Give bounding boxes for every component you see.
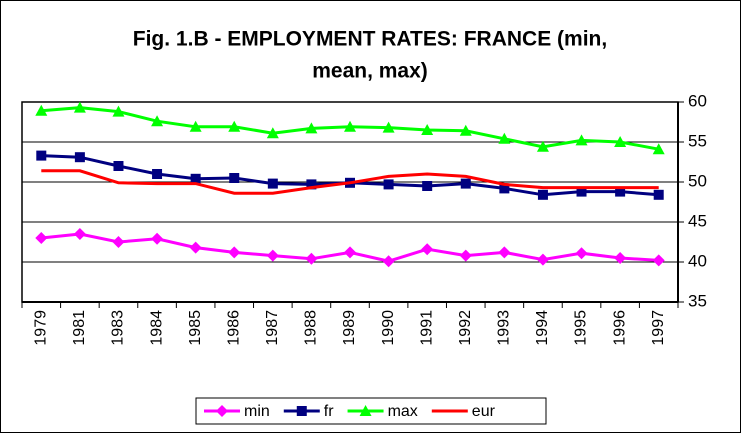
marker (575, 134, 588, 146)
marker (216, 405, 228, 417)
x-tick-label: 1996 (611, 310, 628, 346)
marker (266, 127, 279, 139)
marker (112, 236, 125, 248)
marker (112, 105, 125, 117)
marker (36, 150, 47, 161)
marker (382, 255, 395, 268)
x-tick-label: 1993 (496, 310, 513, 346)
marker (421, 124, 434, 135)
marker (73, 101, 86, 113)
marker (35, 104, 48, 116)
x-tick-label: 1986 (225, 310, 242, 346)
marker (35, 232, 48, 244)
x-tick-label: 1983 (110, 310, 127, 346)
legend-label: min (244, 403, 270, 420)
marker (74, 152, 85, 163)
chart-title: mean, max) (312, 60, 428, 83)
marker (459, 124, 472, 136)
marker (537, 189, 548, 200)
marker (652, 143, 665, 155)
marker (652, 254, 665, 267)
marker (229, 173, 240, 183)
marker (306, 179, 317, 190)
marker (614, 252, 627, 264)
y-tick-label: 50 (688, 171, 707, 190)
marker (498, 246, 511, 259)
x-tick-label: 1988 (303, 310, 320, 346)
marker (151, 115, 164, 127)
marker (460, 178, 471, 189)
marker (151, 232, 164, 245)
x-tick-label: 1989 (341, 310, 358, 346)
marker (296, 406, 307, 416)
marker (189, 120, 202, 132)
marker (498, 132, 511, 144)
marker (305, 122, 318, 134)
plot-area (21, 101, 679, 303)
marker (73, 228, 86, 240)
marker (615, 186, 626, 197)
x-tick-label: 1985 (187, 310, 204, 346)
marker (421, 243, 434, 256)
legend-label: max (388, 403, 418, 420)
marker (344, 246, 356, 259)
marker (382, 121, 395, 133)
marker (266, 249, 279, 262)
y-tick-label: 60 (688, 91, 707, 110)
marker (653, 189, 664, 200)
chart-title: Fig. 1.B - EMPLOYMENT RATES: FRANCE (min… (133, 28, 607, 51)
marker (359, 405, 372, 416)
marker (113, 161, 124, 171)
marker (189, 241, 202, 254)
marker (459, 249, 472, 262)
x-tick-label: 1987 (264, 310, 281, 346)
series-line (41, 169, 659, 195)
marker (190, 173, 201, 184)
marker (228, 246, 241, 259)
x-tick-label: 1981 (71, 310, 88, 346)
marker (536, 253, 549, 266)
y-tick-label: 35 (688, 291, 707, 310)
y-tick-label: 40 (688, 251, 707, 270)
marker (305, 252, 318, 265)
x-tick-label: 1994 (534, 310, 551, 346)
marker (499, 183, 510, 194)
marker (614, 136, 627, 147)
y-tick-label: 55 (688, 131, 707, 150)
x-tick-label: 1995 (573, 310, 590, 346)
x-tick-label: 1990 (380, 310, 397, 346)
y-tick-label: 45 (688, 211, 707, 230)
marker (152, 169, 163, 179)
marker (422, 181, 433, 191)
x-tick-label: 1997 (650, 310, 667, 346)
x-tick-label: 1991 (418, 310, 435, 346)
marker (576, 186, 587, 197)
marker (383, 179, 394, 190)
x-tick-label: 1992 (457, 310, 474, 346)
marker (575, 247, 588, 260)
legend-label: fr (324, 403, 334, 420)
marker (228, 120, 241, 132)
x-tick-label: 1979 (33, 310, 50, 346)
marker (536, 140, 549, 152)
x-tick-label: 1984 (148, 310, 165, 346)
marker (267, 178, 278, 189)
marker (344, 120, 356, 132)
legend-label: eur (472, 403, 496, 420)
